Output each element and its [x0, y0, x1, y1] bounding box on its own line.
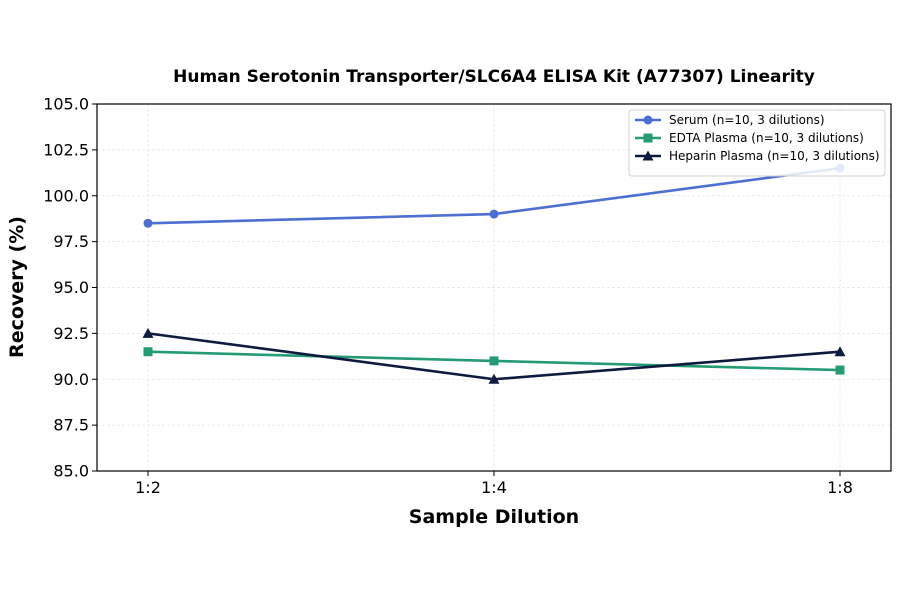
chart-title: Human Serotonin Transporter/SLC6A4 ELISA…: [173, 67, 815, 87]
y-tick-label: 85.0: [53, 462, 89, 481]
y-tick-label: 87.5: [53, 416, 89, 435]
triangle-series-point: [488, 373, 500, 384]
legend-box: [628, 109, 886, 177]
x-tick-label: 1:4: [481, 478, 507, 497]
triangle-series-group: [142, 327, 846, 384]
x-axis-label: Sample Dilution: [409, 506, 579, 528]
series-layer: [142, 163, 846, 384]
legend-marker: [643, 133, 653, 143]
y-tick-label: 105.0: [43, 95, 89, 114]
legend-marker: [643, 115, 653, 125]
legend: Serum (n=10, 3 dilutions) EDTA Plasma (n=…: [628, 109, 886, 177]
y-tick-label: 97.5: [53, 232, 89, 251]
tick-layer: 85.0 87.5 90.0 92.5 95.0 97.5 100.0 102.5 105.0 1…: [43, 95, 853, 498]
legend-entry: Heparin Plasma (n=10, 3 dilutions): [635, 149, 880, 163]
legend-entry: Serum (n=10, 3 dilutions): [635, 113, 825, 127]
x-tick-label: 1:2: [135, 478, 161, 497]
y-tick-label: 100.0: [43, 186, 89, 205]
square-series-point: [489, 356, 499, 366]
legend-label: Serum (n=10, 3 dilutions): [669, 113, 825, 127]
legend-label: EDTA Plasma (n=10, 3 dilutions): [669, 131, 864, 145]
x-tick-label: 1:8: [827, 478, 853, 497]
legend-entry: EDTA Plasma (n=10, 3 dilutions): [635, 131, 864, 145]
legend-marker: [642, 150, 654, 161]
y-axis-label: Recovery (%): [6, 216, 28, 358]
y-tick-label: 95.0: [53, 278, 89, 297]
square-series-group: [143, 347, 845, 375]
square-series-point: [835, 365, 845, 375]
y-tick-label: 92.5: [53, 324, 89, 343]
triangle-series-point: [834, 346, 846, 357]
circle-series-point: [489, 209, 499, 219]
y-tick-label: 90.0: [53, 370, 89, 389]
square-series-point: [143, 347, 153, 357]
y-tick-label: 102.5: [43, 140, 89, 159]
circle-series-point: [143, 218, 153, 228]
triangle-series-point: [142, 327, 154, 338]
legend-label: Heparin Plasma (n=10, 3 dilutions): [669, 149, 880, 163]
